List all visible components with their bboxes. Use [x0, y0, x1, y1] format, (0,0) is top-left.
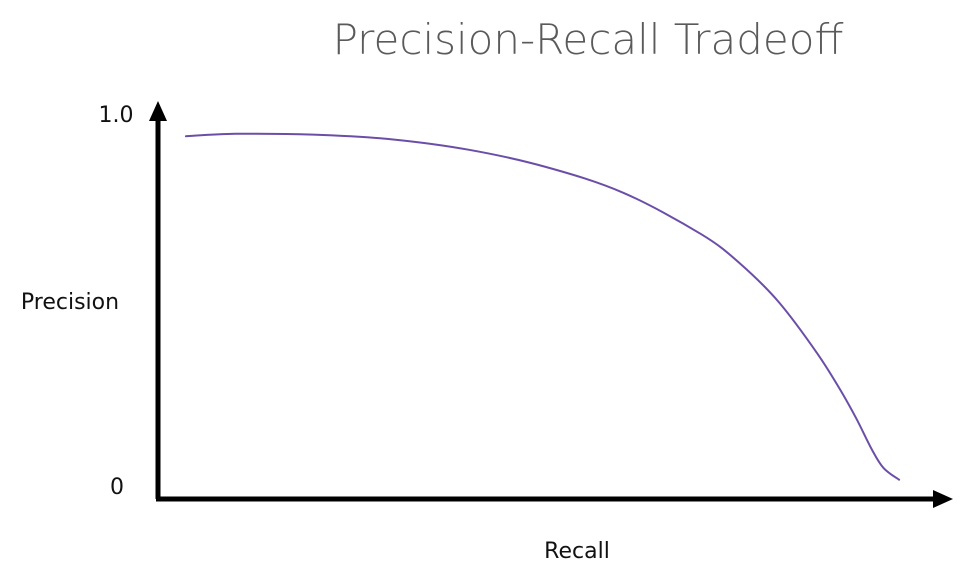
series-layer: [184, 132, 901, 481]
x-axis-arrowhead: [933, 490, 953, 508]
y-tick-bottom: 0: [110, 475, 124, 500]
y-tick-top: 1.0: [99, 103, 134, 128]
y-axis-arrowhead: [149, 101, 167, 121]
y-axis-label: Precision: [21, 290, 119, 315]
precision-recall-curve-0: [184, 132, 901, 481]
chart-title: Precision-Recall Tradeoff: [333, 15, 844, 64]
x-axis-label: Recall: [544, 539, 610, 564]
